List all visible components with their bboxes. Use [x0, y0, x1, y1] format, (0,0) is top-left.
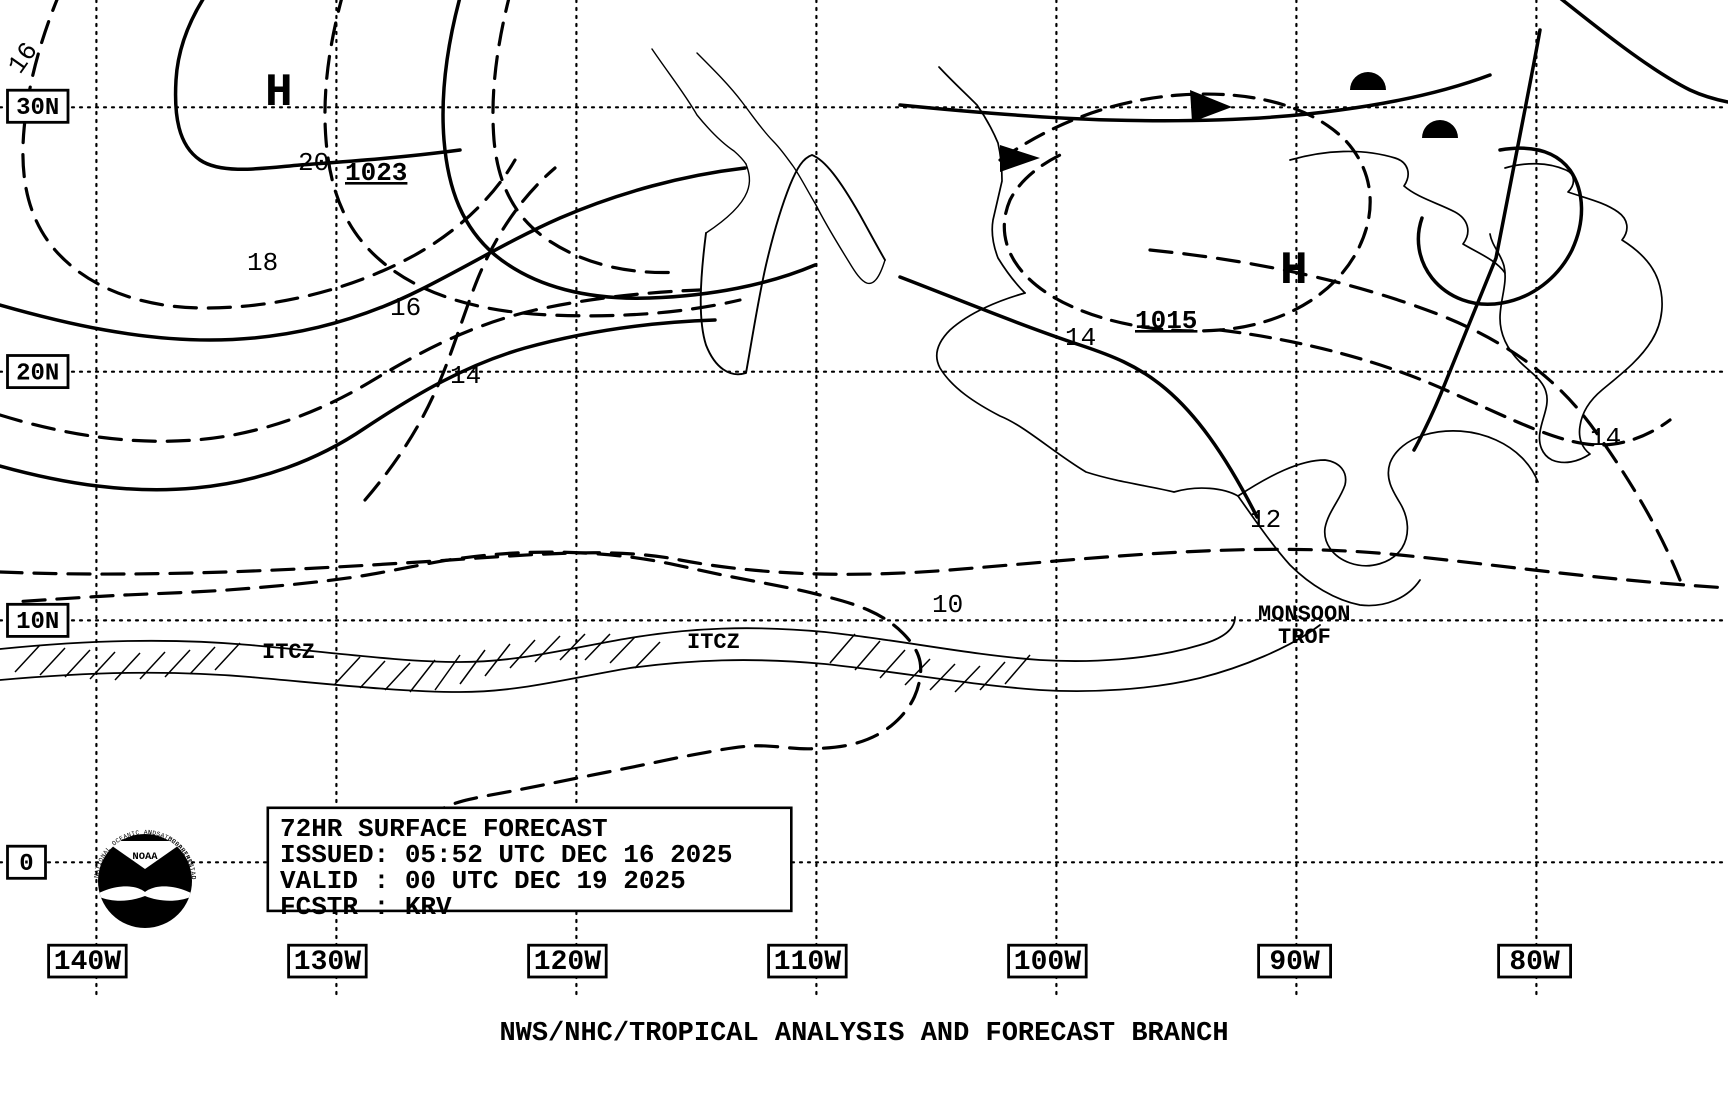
svg-text:ITCZ: ITCZ — [262, 640, 315, 665]
svg-text:90W: 90W — [1269, 947, 1320, 978]
svg-text:130W: 130W — [294, 947, 361, 978]
svg-text:14: 14 — [450, 361, 481, 391]
svg-text:1015: 1015 — [1135, 306, 1197, 336]
svg-text:20: 20 — [298, 148, 329, 178]
svg-text:1023: 1023 — [345, 158, 407, 188]
svg-text:0: 0 — [19, 851, 33, 878]
svg-text:ITCZ: ITCZ — [687, 630, 740, 655]
svg-text:80W: 80W — [1509, 947, 1560, 978]
svg-text:H: H — [1280, 245, 1308, 297]
svg-text:10N: 10N — [16, 609, 59, 636]
svg-text:H: H — [265, 67, 293, 119]
svg-text:18: 18 — [247, 248, 278, 278]
svg-text:120W: 120W — [534, 947, 601, 978]
svg-text:16: 16 — [390, 293, 421, 323]
svg-text:TROF: TROF — [1278, 625, 1331, 650]
svg-text:MONSOON: MONSOON — [1258, 602, 1350, 627]
svg-text:NOAA: NOAA — [132, 851, 158, 863]
svg-text:140W: 140W — [54, 947, 121, 978]
svg-text:NWS/NHC/TROPICAL ANALYSIS AND: NWS/NHC/TROPICAL ANALYSIS AND FORECAST B… — [499, 1019, 1228, 1049]
svg-text:16: 16 — [2, 37, 44, 80]
svg-text:110W: 110W — [774, 947, 841, 978]
svg-text:10: 10 — [932, 590, 963, 620]
svg-text:14: 14 — [1065, 323, 1096, 353]
svg-text:FCSTR : KRV: FCSTR : KRV — [280, 892, 452, 922]
svg-text:20N: 20N — [16, 360, 59, 387]
svg-text:100W: 100W — [1014, 947, 1081, 978]
svg-text:30N: 30N — [16, 95, 59, 122]
svg-text:12: 12 — [1250, 505, 1281, 535]
svg-text:14: 14 — [1590, 423, 1621, 453]
